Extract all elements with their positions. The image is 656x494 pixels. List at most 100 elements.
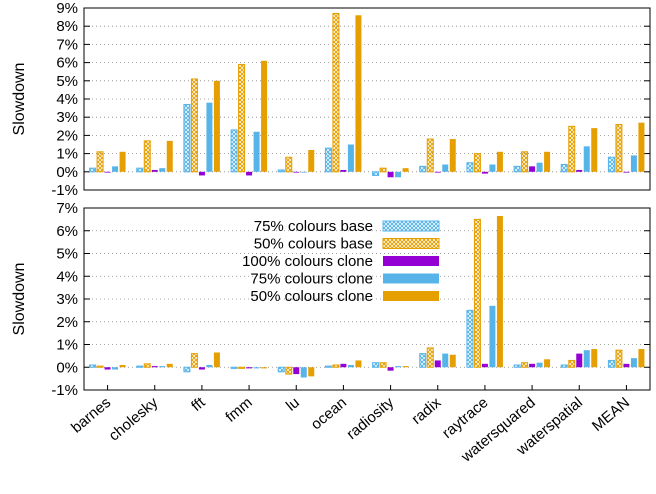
panel1-bar-ocean-series1	[332, 364, 340, 368]
panel1-bar-waterspatial-series4	[591, 349, 598, 368]
panel0-bar-lu-series4	[308, 149, 315, 172]
panel1-bar-lu-series1	[285, 366, 293, 375]
panel1-bar-watersquared-series3	[536, 362, 543, 368]
panel0-bar-radix-series1	[426, 138, 434, 173]
panel1-ytick-label: 6%	[56, 223, 78, 240]
panel0-bar-fft-series3	[206, 102, 213, 172]
panel0-bar-radiosity-series3	[395, 171, 402, 178]
panel1-bar-watersquared-series2	[529, 363, 536, 368]
panel1-frame	[83, 207, 651, 391]
panel1-bar-ocean-series3	[347, 364, 354, 368]
panel0-bar-fft-series0	[183, 103, 191, 173]
panel0-bar-waterspatial-series3	[583, 146, 590, 172]
panel1-bar-radix-series0	[419, 353, 427, 368]
panel0-bar-watersquared-series4	[544, 151, 551, 172]
panel0-bar-raytrace-series0	[466, 162, 474, 173]
panel1-bar-radiosity-series2	[387, 367, 394, 371]
panel1-bar-cholesky-series2	[151, 366, 158, 368]
panel0-ytick-label: 7%	[56, 36, 78, 53]
panel0-bar-ocean-series2	[340, 169, 347, 172]
panel0-bar-raytrace-series2	[481, 171, 488, 174]
panel1-bar-fft-series0	[183, 366, 191, 373]
panel0-bar-fmm-series4	[261, 60, 268, 172]
panel1-bar-fft-series1	[190, 353, 198, 368]
legend-label-series0: 75% colours base	[254, 218, 373, 235]
panel1-bar-MEAN-series1	[615, 349, 623, 368]
panel1-ytick-label: 1%	[56, 337, 78, 354]
panel0-bar-cholesky-series1	[143, 140, 151, 173]
panel1-bar-fft-series4	[213, 352, 220, 368]
panel1-bar-raytrace-series2	[481, 363, 488, 368]
panel1-bar-waterspatial-series2	[576, 353, 583, 368]
panel0-bar-watersquared-series3	[536, 162, 543, 172]
legend-label-series2: 100% colours clone	[242, 253, 373, 270]
panel0-bar-lu-series1	[285, 156, 293, 173]
panel0-bar-barnes-series1	[96, 151, 104, 173]
panel0-bar-fmm-series3	[253, 131, 260, 172]
panel0-bar-ocean-series4	[355, 15, 362, 172]
panel1-bar-radiosity-series3	[395, 366, 402, 368]
panel1-bar-fft-series3	[206, 364, 213, 368]
panel1-bar-barnes-series3	[112, 367, 119, 370]
panel1-bar-ocean-series2	[340, 363, 347, 368]
x-tick-label: lu	[283, 394, 303, 415]
panel0-bar-barnes-series0	[89, 167, 97, 173]
panel1-bar-ocean-series4	[355, 360, 362, 368]
panel1-bar-raytrace-series1	[473, 218, 481, 368]
panel1-bar-barnes-series1	[96, 365, 104, 368]
panel1-bar-cholesky-series1	[143, 363, 151, 368]
panel1-bar-barnes-series0	[89, 364, 97, 368]
panel1-ytick-label: 2%	[56, 314, 78, 331]
panel1-bar-fmm-series2	[246, 367, 253, 369]
x-tick-label: radix	[408, 394, 444, 428]
panel1-bar-watersquared-series0	[513, 364, 521, 368]
panel0-y-axis-label: Slowdown	[11, 63, 28, 136]
x-tick-label: fmm	[222, 394, 255, 426]
panel1-bar-cholesky-series0	[136, 365, 144, 368]
panel0-bar-fft-series2	[198, 171, 205, 176]
panel1-bar-lu-series4	[308, 367, 315, 377]
panel0-bar-raytrace-series3	[489, 164, 496, 172]
panel0-bar-cholesky-series3	[159, 168, 166, 172]
panel1-ytick-label: 4%	[56, 268, 78, 285]
panel0-ytick-label: 1%	[56, 146, 78, 163]
panel0-bar-radiosity-series1	[379, 167, 387, 173]
panel0-bar-barnes-series3	[112, 166, 119, 172]
panel0-bar-raytrace-series4	[496, 151, 503, 172]
panel0-bar-fmm-series0	[230, 129, 238, 173]
panel0-ytick-label: 6%	[56, 55, 78, 72]
panel0-bar-radix-series4	[449, 139, 456, 172]
panel0-bar-radix-series3	[442, 164, 449, 172]
panel0-bar-watersquared-series0	[513, 165, 521, 173]
panel0-bar-lu-series3	[300, 171, 307, 173]
panel1-bar-raytrace-series4	[496, 215, 503, 368]
panel0-bar-ocean-series3	[347, 144, 354, 172]
panel1-bar-fmm-series0	[230, 366, 238, 369]
panel0-bar-cholesky-series4	[166, 140, 173, 172]
panel1-bar-radiosity-series4	[402, 366, 409, 368]
panel1-bar-raytrace-series3	[489, 305, 496, 368]
panel0-bar-radix-series2	[434, 171, 441, 173]
panel0-bar-cholesky-series2	[151, 169, 158, 172]
panel1-ytick-label: -1%	[51, 382, 78, 399]
panel1-bar-MEAN-series3	[630, 358, 637, 368]
panel0-bar-radiosity-series2	[387, 171, 394, 178]
panel1-ytick-label: 0%	[56, 359, 78, 376]
panel0-bar-waterspatial-series1	[568, 125, 576, 173]
panel0-bar-MEAN-series1	[615, 123, 623, 173]
panel0-bar-lu-series2	[293, 171, 300, 173]
panel1-bar-fmm-series1	[238, 366, 246, 369]
panel1-bar-watersquared-series1	[521, 362, 529, 368]
panel0-bar-cholesky-series0	[136, 167, 144, 173]
legend-label-series3: 75% colours clone	[250, 271, 373, 288]
panel1-bar-radix-series3	[442, 353, 449, 368]
panel0-bar-waterspatial-series0	[560, 164, 568, 173]
panel0-bar-waterspatial-series2	[576, 169, 583, 172]
panel0-ytick-label: 4%	[56, 91, 78, 108]
panel0-bar-raytrace-series1	[473, 153, 481, 173]
panel1-bar-MEAN-series2	[623, 363, 630, 368]
panel0-ytick-label: 5%	[56, 73, 78, 90]
panel0-bar-MEAN-series0	[607, 156, 615, 173]
panel1-bar-lu-series3	[300, 367, 307, 378]
